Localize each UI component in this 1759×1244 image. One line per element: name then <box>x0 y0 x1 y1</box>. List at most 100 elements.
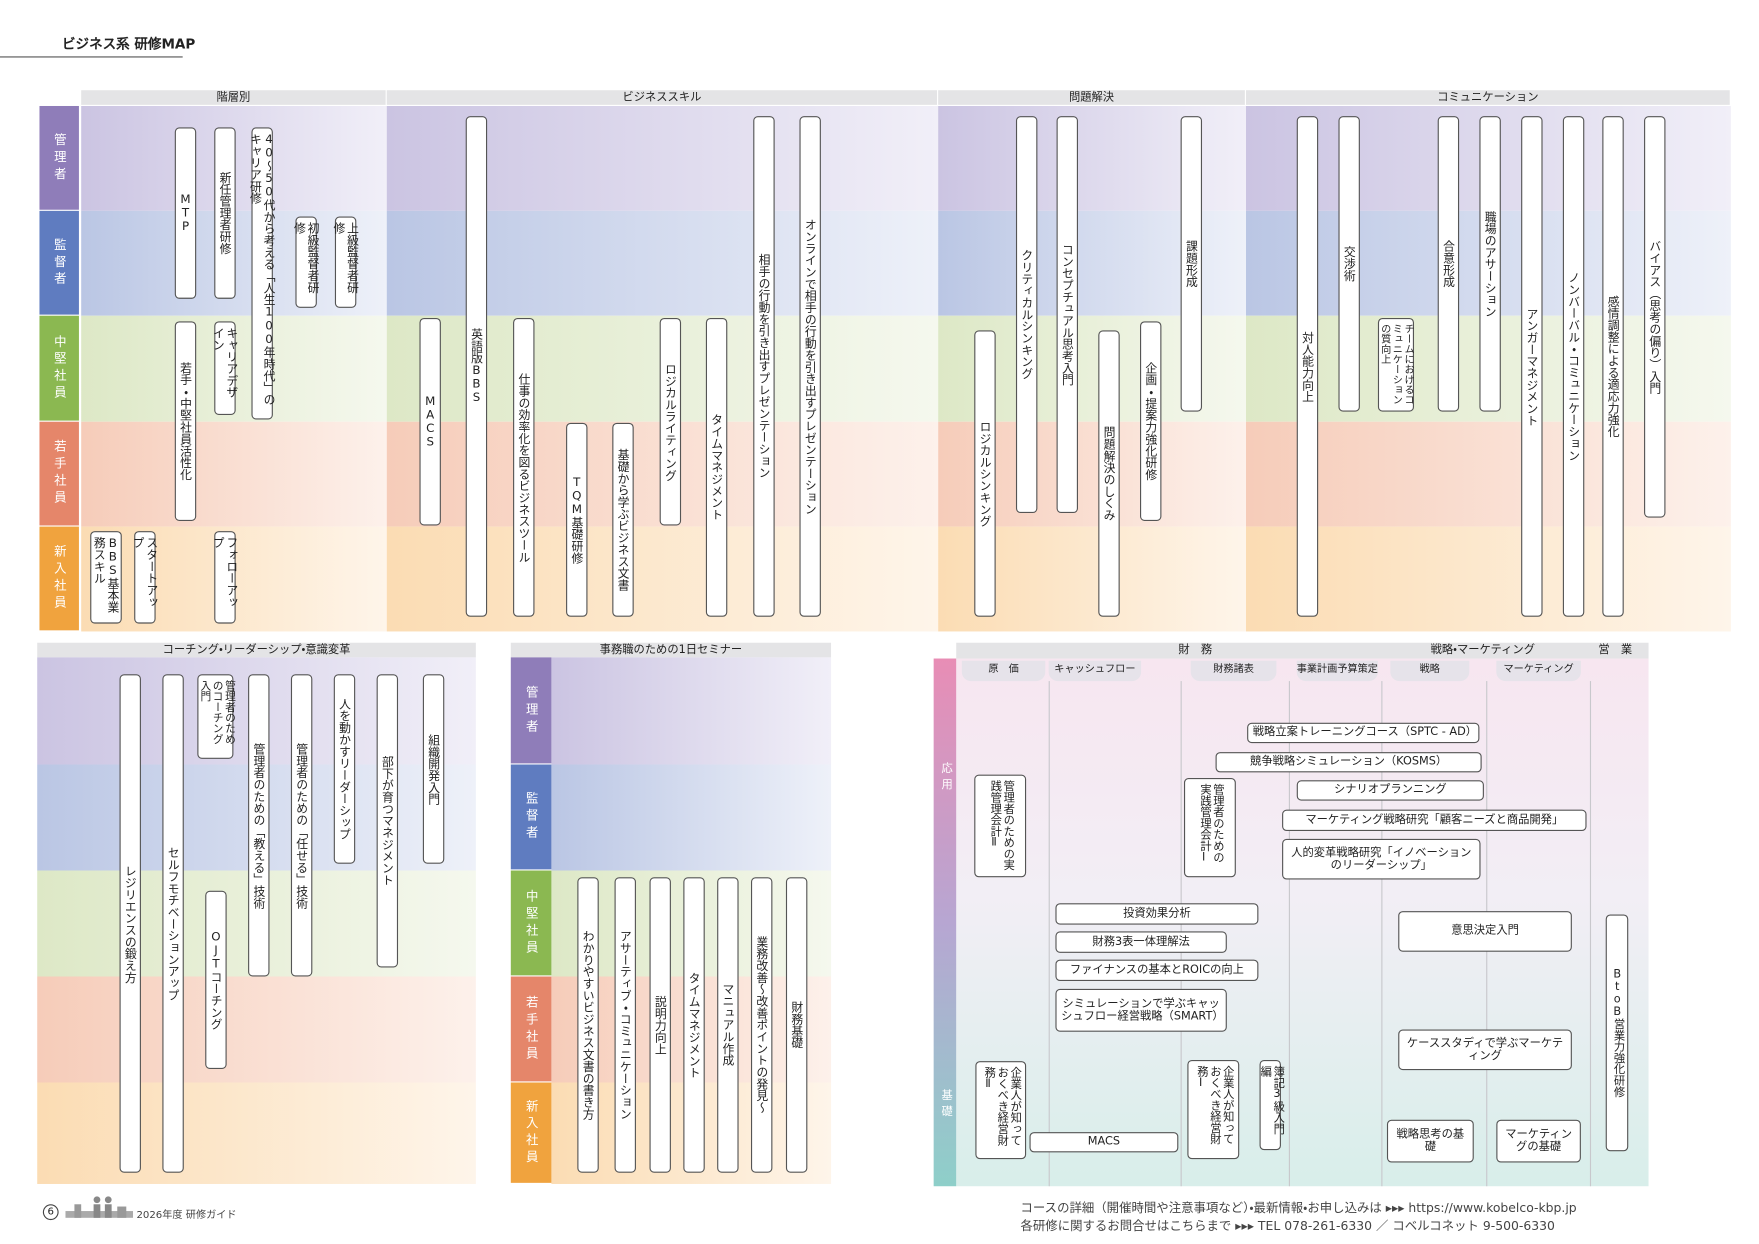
course-box: 40～50代から考える「人生100年時代」のキャリア研修 <box>249 127 276 420</box>
section-header: 事務職のための1日セミナー <box>510 642 832 658</box>
course-box: 対人能力向上 <box>1296 116 1319 617</box>
course-box: 交渉術 <box>1338 116 1360 412</box>
course-box: OJTコーチング <box>205 890 227 1069</box>
group-header: 営 業 <box>1598 643 1633 657</box>
course-box: 部下が育つマネジメント <box>376 674 399 968</box>
course-box: 投資効果分析 <box>1055 903 1259 925</box>
row-label: 若手社員 <box>39 421 79 526</box>
section-header: コーチング・リーダーシップ・意識変革 <box>37 642 476 658</box>
course-box: MTP <box>174 127 197 299</box>
column-divider <box>1381 681 1383 1187</box>
course-box: 問題解決のしくみ <box>1098 330 1120 617</box>
row-label: 若手社員 <box>510 976 552 1082</box>
course-box: ケーススタディで学ぶマーケティング <box>1398 1029 1572 1071</box>
course-box: タイムマネジメント <box>683 877 705 1173</box>
course-box: 管理者のための実践管理会計Ⅱ <box>974 774 1027 878</box>
course-box: 組織開発入門 <box>422 674 445 864</box>
subgroup-header: 戦略 <box>1390 660 1470 682</box>
row-band <box>551 764 832 871</box>
course-box: チームにおけるコミュニケーションの質向上 <box>1377 317 1415 412</box>
course-box: 意思決定入門 <box>1398 911 1572 952</box>
info-text: コースの詳細（開催時間や注意事項など）・最新情報・お申し込みは <box>1020 1200 1382 1216</box>
course-box: 企業人が知っておくべき経営財務Ⅱ <box>975 1061 1027 1160</box>
column-divider <box>1288 681 1290 1187</box>
course-box: MACS <box>1029 1132 1179 1153</box>
course-box: レジリエンスの鍛え方 <box>119 674 141 1173</box>
course-box: 仕事の効率化を図るビジネスツール <box>513 317 535 617</box>
row-label: 新入社員 <box>510 1082 552 1183</box>
course-box: 財務基礎 <box>785 877 808 1173</box>
group-header: 財 務 <box>1178 643 1213 657</box>
skyline-icon <box>65 1196 134 1218</box>
row-label: 中堅社員 <box>510 870 552 976</box>
group-header: 戦略・マーケティング <box>1430 643 1535 657</box>
course-box: 職場のアサーション <box>1479 116 1501 412</box>
column-header: コミュニケーション <box>1245 90 1730 105</box>
subgroup-header: 事業計画予算策定 <box>1296 660 1378 682</box>
footer-info: コースの詳細（開催時間や注意事項など）・最新情報・お申し込みは ▸▸▸ http… <box>1020 1199 1576 1217</box>
row-band <box>81 421 387 527</box>
row-label: 監督者 <box>510 764 552 870</box>
course-box: アンガーマネジメント <box>1521 116 1543 617</box>
course-box: ロジカルライティング <box>659 317 682 526</box>
course-box: マニュアル作成 <box>717 877 739 1173</box>
course-box: 企業人が知っておくべき経営財務Ⅰ <box>1187 1059 1240 1160</box>
course-box: わかりやすいビジネス文書の書き方 <box>577 877 599 1173</box>
site-url[interactable]: https://www.kobelco-kbp.jp <box>1408 1200 1577 1216</box>
row-band <box>37 976 476 1083</box>
course-box: セルフモチベーションアップ <box>162 674 184 1173</box>
row-band <box>551 657 832 765</box>
course-box: 競争戦略シミュレーション（KOSMS） <box>1215 752 1482 773</box>
column-divider <box>1048 681 1050 1187</box>
finance-header <box>956 642 1649 659</box>
course-box: 基礎から学ぶビジネス文書 <box>612 422 634 617</box>
course-box: シナリオプランニング <box>1296 780 1484 801</box>
course-box: 戦略立案トレーニングコース（SPTC - AD） <box>1247 722 1480 744</box>
course-box: BBS基本業務スキル <box>90 531 122 624</box>
course-box: コンセプチュアル思考入門 <box>1056 116 1078 514</box>
course-box: オンラインで相手の行動を引き出すプレゼンテーション <box>799 116 821 617</box>
row-band <box>1245 526 1731 632</box>
guide-name: 2026年度 研修ガイド <box>136 1209 237 1222</box>
course-box: 初級監督者研修 <box>293 216 320 308</box>
course-box: ノンバーバル・コミュニケーション <box>1562 116 1585 617</box>
footer-contact: 各研修に関するお問合せはこちらまで ▸▸▸ TEL 078-261-6330 ／… <box>1020 1217 1554 1235</box>
row-label: 監督者 <box>39 210 79 315</box>
course-box: マーケティングの基礎 <box>1496 1119 1581 1163</box>
course-box: MACS <box>419 317 441 526</box>
course-box: BtoB営業力強化研修 <box>1605 914 1629 1152</box>
page-number: 6 <box>42 1204 59 1221</box>
subgroup-header: キャッシュフロー <box>1048 660 1142 682</box>
column-header: 階層別 <box>81 90 386 105</box>
course-box: 説明力向上 <box>649 877 671 1173</box>
arrows: ▸▸▸ <box>1235 1218 1254 1234</box>
row-label: 管理者 <box>510 657 552 764</box>
subgroup-header: 財務諸表 <box>1190 660 1277 682</box>
course-box: マーケティング戦略研究「顧客ニーズと商品開発」 <box>1282 809 1587 832</box>
course-box: ロジカルシンキング <box>974 330 996 617</box>
level-label: 応用 <box>938 762 952 794</box>
course-box: 若手・中堅社員活性化 <box>174 321 197 521</box>
contact-text: 各研修に関するお問合せはこちらまで <box>1020 1218 1232 1234</box>
course-box: タイムマネジメント <box>705 317 728 617</box>
course-box: 財務3表一体理解法 <box>1055 931 1227 953</box>
course-box: 課題形成 <box>1180 116 1203 412</box>
course-box: 管理者のためのコーチング入門 <box>197 674 235 759</box>
course-box: 管理者のための「教える」技術 <box>248 674 270 977</box>
row-band <box>37 1082 476 1184</box>
course-box: 管理者のための「任せる」技術 <box>290 674 313 977</box>
course-box: スタートアップ <box>131 531 158 624</box>
arrows: ▸▸▸ <box>1385 1200 1405 1216</box>
course-box: フォローアップ <box>211 531 239 624</box>
course-box: シミュレーションで学ぶキャッシュフロー経営戦略（SMART） <box>1055 988 1227 1032</box>
course-box: アサーティブ・コミュニケーション <box>614 877 636 1173</box>
course-box: TQM基礎研修 <box>566 422 588 617</box>
level-label: 基礎 <box>938 1089 952 1121</box>
contact-numbers: TEL 078-261-6330 ／ コベルコネット 9-500-6330 <box>1257 1218 1555 1234</box>
course-box: クリティカルシンキング <box>1015 116 1038 514</box>
course-box: ファイナンスの基本とROICの向上 <box>1055 959 1259 982</box>
course-box: 感情調整による適応力強化 <box>1602 116 1624 617</box>
course-box: 上級監督者研修 <box>332 216 359 308</box>
subgroup-header: マーケティング <box>1496 660 1581 682</box>
